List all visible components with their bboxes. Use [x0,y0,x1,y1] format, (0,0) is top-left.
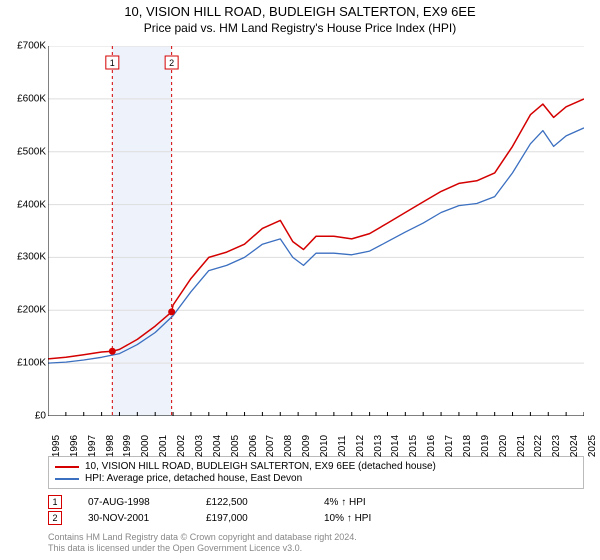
x-tick-label: 2025 [587,435,598,457]
legend-item: HPI: Average price, detached house, East… [55,473,577,484]
x-tick-label: 1995 [51,435,62,457]
event-badge: 2 [48,511,62,525]
y-tick-label: £500K [4,146,46,157]
chart-title: 10, VISION HILL ROAD, BUDLEIGH SALTERTON… [0,4,600,19]
event-date: 30-NOV-2001 [88,513,180,524]
x-tick-label: 2011 [337,435,348,457]
y-tick-label: £600K [4,93,46,104]
event-row: 1 07-AUG-1998 £122,500 4% ↑ HPI [48,495,584,509]
chart-subtitle: Price paid vs. HM Land Registry's House … [0,21,600,35]
footer-line2: This data is licensed under the Open Gov… [48,543,584,554]
x-tick-label: 2024 [569,435,580,457]
event-date: 07-AUG-1998 [88,497,180,508]
x-tick-label: 2009 [301,435,312,457]
plot-area: 12 [48,46,584,416]
svg-text:1: 1 [110,58,115,68]
x-tick-label: 2000 [140,435,151,457]
y-tick-label: £100K [4,358,46,369]
x-tick-label: 2020 [498,435,509,457]
legend-swatch [55,478,79,480]
footer-attribution: Contains HM Land Registry data © Crown c… [48,532,584,555]
legend-box: 10, VISION HILL ROAD, BUDLEIGH SALTERTON… [48,456,584,489]
x-tick-label: 2012 [355,435,366,457]
event-row: 2 30-NOV-2001 £197,000 10% ↑ HPI [48,511,584,525]
y-tick-label: £0 [4,411,46,422]
x-tick-label: 2010 [319,435,330,457]
x-tick-label: 2017 [444,435,455,457]
svg-text:2: 2 [169,58,174,68]
x-tick-label: 2013 [373,435,384,457]
chart-titles: 10, VISION HILL ROAD, BUDLEIGH SALTERTON… [0,0,600,35]
legend-swatch [55,466,79,468]
event-hpi: 4% ↑ HPI [324,497,416,508]
x-tick-label: 2016 [426,435,437,457]
y-tick-label: £200K [4,305,46,316]
x-tick-label: 1999 [122,435,133,457]
x-tick-label: 2014 [390,435,401,457]
x-tick-label: 1997 [87,435,98,457]
event-price: £122,500 [206,497,298,508]
x-tick-label: 2003 [194,435,205,457]
x-tick-label: 2005 [230,435,241,457]
x-tick-label: 1998 [105,435,116,457]
event-hpi: 10% ↑ HPI [324,513,416,524]
x-tick-label: 2019 [480,435,491,457]
event-list: 1 07-AUG-1998 £122,500 4% ↑ HPI 2 30-NOV-2001… [48,493,584,527]
legend-item: 10, VISION HILL ROAD, BUDLEIGH SALTERTON… [55,461,577,472]
x-tick-label: 2015 [408,435,419,457]
legend-label: 10, VISION HILL ROAD, BUDLEIGH SALTERTON… [85,461,436,472]
x-tick-label: 2002 [176,435,187,457]
event-badge: 1 [48,495,62,509]
y-tick-label: £400K [4,199,46,210]
event-price: £197,000 [206,513,298,524]
chart-container: 10, VISION HILL ROAD, BUDLEIGH SALTERTON… [0,0,600,560]
chart-svg: 12 [48,46,584,416]
x-tick-label: 2006 [248,435,259,457]
legend-label: HPI: Average price, detached house, East… [85,473,302,484]
x-tick-label: 1996 [69,435,80,457]
footer-line1: Contains HM Land Registry data © Crown c… [48,532,584,543]
x-tick-label: 2022 [533,435,544,457]
x-tick-label: 2004 [212,435,223,457]
x-tick-label: 2008 [283,435,294,457]
x-tick-label: 2007 [265,435,276,457]
x-tick-label: 2001 [158,435,169,457]
y-tick-label: £700K [4,41,46,52]
x-tick-label: 2021 [516,435,527,457]
y-tick-label: £300K [4,252,46,263]
x-tick-label: 2023 [551,435,562,457]
x-tick-label: 2018 [462,435,473,457]
